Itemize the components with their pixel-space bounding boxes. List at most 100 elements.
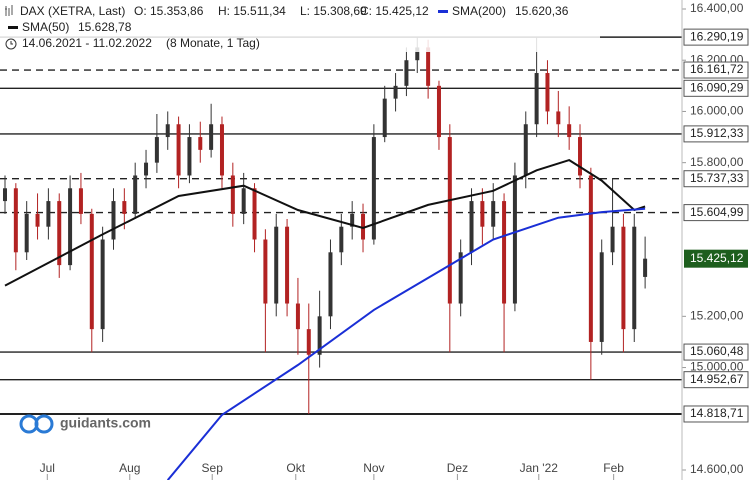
candle-body — [632, 226, 637, 330]
level-label-bg — [683, 170, 749, 188]
candle-body — [24, 213, 29, 253]
candle-body — [274, 226, 279, 304]
candle-body — [371, 137, 376, 240]
level-label-bg — [683, 125, 749, 143]
header-bg — [0, 2, 600, 52]
marks — [2, 37, 648, 480]
level-label-bg — [683, 204, 749, 222]
candle-body — [13, 188, 18, 253]
y-tick-label: 16.000,00 — [690, 104, 744, 118]
x-tick-label: Dez — [447, 461, 468, 475]
level-label: 14.952,67 — [690, 372, 744, 386]
x-tick-label: Aug — [119, 461, 140, 475]
candle-body — [578, 137, 583, 176]
ohlc-high: H: 15.511,34 — [218, 4, 286, 18]
level-label: 15.604,99 — [690, 205, 744, 219]
sma-line — [4, 159, 646, 287]
candle-body — [2, 188, 7, 202]
candle-body — [610, 226, 615, 253]
candle-body — [480, 201, 485, 227]
candle-body — [263, 239, 268, 304]
candle-body — [35, 213, 40, 227]
candle-body — [306, 329, 311, 355]
candle-body — [68, 188, 73, 266]
level-label-bg — [683, 61, 749, 79]
axis: 14.600,00 15.000,00 15.200,00 15.800,00 16.0… — [40, 1, 749, 480]
candle-body — [339, 226, 344, 253]
legend-entry: SMA(200) — [452, 4, 506, 18]
instrument: DAX (XETRA, Last) — [20, 4, 125, 18]
candle-body — [426, 47, 431, 86]
candle-body — [209, 124, 214, 150]
last-price-bg — [684, 249, 748, 268]
level-label: 15.737,33 — [690, 171, 744, 185]
candle-body — [567, 124, 572, 138]
legend-swatch — [438, 10, 448, 13]
candle-body — [252, 188, 257, 240]
date-range: 14.06.2021 - 11.02.2022 — [22, 36, 152, 50]
candle-body — [198, 137, 203, 150]
level-label: 15.912,33 — [690, 126, 744, 140]
candle-body — [295, 303, 300, 330]
ohlc-low: L: 15.308,69 — [300, 4, 367, 18]
candle-body — [57, 201, 62, 266]
y-tick-label: 16.400,00 — [690, 1, 744, 15]
x-tick-label: Sep — [202, 461, 224, 475]
clock-icon — [5, 38, 17, 50]
last-price-label: 15.425,12 — [690, 251, 744, 265]
sma-line — [166, 207, 646, 480]
level-label: 16.290,19 — [690, 29, 744, 43]
level-label: 15.060,48 — [690, 344, 744, 358]
candle-body — [100, 239, 105, 330]
candle-body — [599, 252, 604, 342]
y-tick-label: 15.200,00 — [690, 309, 744, 323]
logo — [34, 414, 54, 434]
x-tick-label: Jul — [40, 461, 55, 475]
header: DAX (XETRA, Last) O: 15.353,86 H: 15.511… — [0, 2, 600, 52]
clock-hand — [10, 41, 13, 45]
watermark-text: guidants.com — [60, 415, 151, 431]
candle-body — [230, 175, 235, 214]
candle-body — [328, 252, 333, 317]
legend-entry: SMA(50) — [22, 20, 69, 34]
level-label-bg — [683, 79, 749, 97]
legend-swatch — [8, 26, 18, 29]
candle-body — [523, 124, 528, 176]
candle-body — [469, 201, 474, 253]
duration: (8 Monate, 1 Tag) — [166, 36, 260, 50]
level-label-bg — [683, 405, 749, 423]
x-tick-label: Feb — [603, 461, 624, 475]
candle-body — [621, 226, 626, 330]
candle-body — [241, 188, 246, 214]
level-label: 14.818,71 — [690, 406, 744, 420]
watermark: guidants.com — [19, 414, 151, 434]
candle-body — [545, 73, 550, 112]
level-label-bg — [683, 371, 749, 389]
candle-body — [556, 111, 561, 125]
candle-body — [361, 213, 366, 240]
candle-body — [219, 124, 224, 176]
legend-value: 15.628,78 — [78, 20, 132, 34]
candle-body — [165, 124, 170, 138]
candle-body — [176, 124, 181, 176]
candle-body — [122, 201, 127, 214]
candle-body — [144, 162, 149, 176]
candle-body — [78, 188, 83, 214]
level-label-bg — [683, 28, 749, 46]
candle-body — [317, 316, 322, 355]
candle-body — [502, 201, 507, 304]
candle-body — [46, 201, 51, 227]
candle-body — [393, 85, 398, 99]
candle-body — [350, 213, 355, 227]
candle-body — [491, 201, 496, 227]
y-tick-label: 15.000,00 — [690, 360, 744, 374]
level-label: 16.161,72 — [690, 62, 744, 76]
x-tick-label: Jan '22 — [520, 461, 559, 475]
icon — [5, 5, 13, 16]
candle-body — [436, 85, 441, 138]
level-label: 16.090,29 — [690, 80, 744, 94]
candle-body — [404, 60, 409, 86]
candle-body — [588, 175, 593, 342]
